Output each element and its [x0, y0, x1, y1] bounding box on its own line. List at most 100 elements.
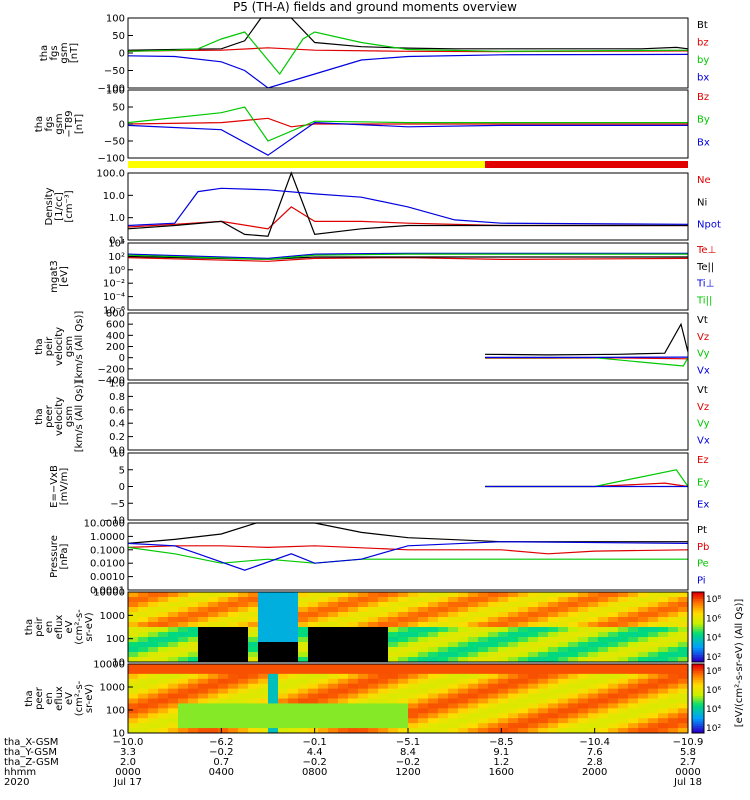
spectrogram-cell	[658, 673, 669, 680]
y-axis-label: en	[44, 621, 55, 634]
colorbar-tick-label: 10⁴	[706, 705, 721, 715]
spectrogram-cell	[298, 647, 309, 653]
spectrogram-cell	[368, 718, 379, 724]
spectrogram-cell	[628, 607, 639, 613]
spectrogram-cell	[308, 683, 319, 690]
spectrogram-cell	[588, 607, 599, 613]
spectrogram-cell	[208, 703, 219, 709]
spectrogram-cell	[418, 632, 429, 638]
series-line-Ti||	[127, 253, 688, 261]
spectrogram-cell	[498, 602, 509, 608]
spectrogram-cell	[648, 652, 659, 658]
spectrogram-cell	[578, 632, 589, 638]
spectrogram-cell	[368, 703, 379, 709]
spectrogram-cell	[638, 627, 649, 633]
spectrogram-cell	[658, 664, 669, 670]
spectrogram-cell	[388, 657, 399, 663]
spectrogram-cell	[458, 723, 469, 729]
spectrogram-cell	[388, 637, 399, 643]
spectrogram-cell	[128, 642, 139, 648]
spectrogram-cell	[638, 622, 649, 628]
spectrogram-cell	[408, 657, 419, 663]
colorbar-tick-label: 10⁸	[706, 595, 721, 605]
spectrogram-cell	[198, 602, 209, 608]
colorbar-cell	[692, 622, 704, 626]
spectrogram-cell	[258, 723, 269, 729]
spectrogram-cell	[378, 607, 389, 613]
colorbar-cell	[692, 726, 704, 729]
series-line-Ti⊥	[127, 252, 688, 260]
spectrogram-cell	[368, 683, 379, 690]
spectrogram-cell	[588, 657, 599, 663]
x-axis-value: 0400	[209, 767, 234, 778]
spectrogram-cell	[598, 602, 609, 608]
spectrogram-cell	[328, 622, 339, 628]
spectrogram-cell	[188, 622, 199, 628]
spectrogram-cell	[478, 723, 489, 729]
spectrogram-cell	[568, 664, 579, 670]
spectrogram-cell	[418, 698, 429, 704]
spectrogram-cell	[668, 673, 679, 680]
spectrogram-cell	[428, 622, 439, 628]
spectrogram-cell	[658, 723, 669, 729]
spectrogram-cell	[328, 664, 339, 670]
spectrogram-cell	[178, 723, 189, 729]
spectrogram-cell	[498, 592, 509, 598]
spectrogram-cell	[508, 627, 519, 633]
spectrogram-cell	[458, 664, 469, 670]
spectrogram-cell	[618, 642, 629, 648]
spectrogram-cell	[488, 657, 499, 663]
spectrogram-cell	[198, 597, 209, 603]
spectrogram-cell	[178, 688, 189, 695]
spectrogram-cell	[448, 688, 459, 695]
spectrogram-cell	[558, 602, 569, 608]
spectrogram-cell	[278, 607, 289, 613]
colorbar-cell	[692, 707, 704, 711]
spectrogram-cell	[588, 627, 599, 633]
spectrogram-cell	[398, 592, 409, 598]
spectrogram-cell	[138, 627, 149, 633]
spectrogram-cell	[408, 597, 419, 603]
y-tick-label: 100	[106, 86, 125, 97]
colorbar-tick-label: 10²	[706, 653, 721, 663]
spectrogram-cell	[178, 668, 189, 675]
spectrogram-cell	[348, 632, 359, 638]
spectrogram-cell	[508, 617, 519, 623]
spectrogram-cell	[598, 693, 609, 699]
spectrogram-cell	[558, 592, 569, 598]
spectrogram-cell	[398, 664, 409, 670]
spectrogram-cell	[258, 592, 269, 598]
spectrogram-cell	[528, 647, 539, 653]
spectrogram-cell	[188, 683, 199, 690]
spectrogram-cell	[558, 728, 569, 734]
spectrogram-cell	[248, 657, 259, 663]
spectrogram-cell	[338, 678, 349, 685]
spectrogram-cell	[258, 718, 269, 724]
spectrogram-cell	[428, 723, 439, 729]
spectrogram-cell	[358, 673, 369, 680]
colorbar-cell	[692, 666, 704, 670]
spectrogram-cell	[288, 627, 299, 633]
spectrogram-cell	[188, 607, 199, 613]
spectrogram-cell	[618, 612, 629, 618]
spectrogram-cell	[138, 597, 149, 603]
spectrogram-cell	[578, 728, 589, 734]
spectrogram-cell	[638, 637, 649, 643]
spectrogram-cell	[178, 647, 189, 653]
spectrogram-cell	[558, 597, 569, 603]
spectrogram-cell	[268, 723, 279, 729]
y-axis-label: tha	[24, 619, 35, 635]
spectrogram-cell	[568, 622, 579, 628]
spectrogram-cell	[648, 668, 659, 675]
spectrogram-cell	[218, 668, 229, 675]
spectrogram-cell	[648, 673, 659, 680]
spectrogram-cell	[468, 652, 479, 658]
spectrogram-cell	[478, 688, 489, 695]
spectrogram-cell	[488, 617, 499, 623]
spectrogram-cell	[228, 708, 239, 714]
spectrogram-cell	[438, 617, 449, 623]
spectrogram-cell	[288, 622, 299, 628]
spectrogram-cell	[378, 627, 389, 633]
legend-entry: Npot	[697, 220, 721, 231]
spectrogram-cell	[608, 647, 619, 653]
